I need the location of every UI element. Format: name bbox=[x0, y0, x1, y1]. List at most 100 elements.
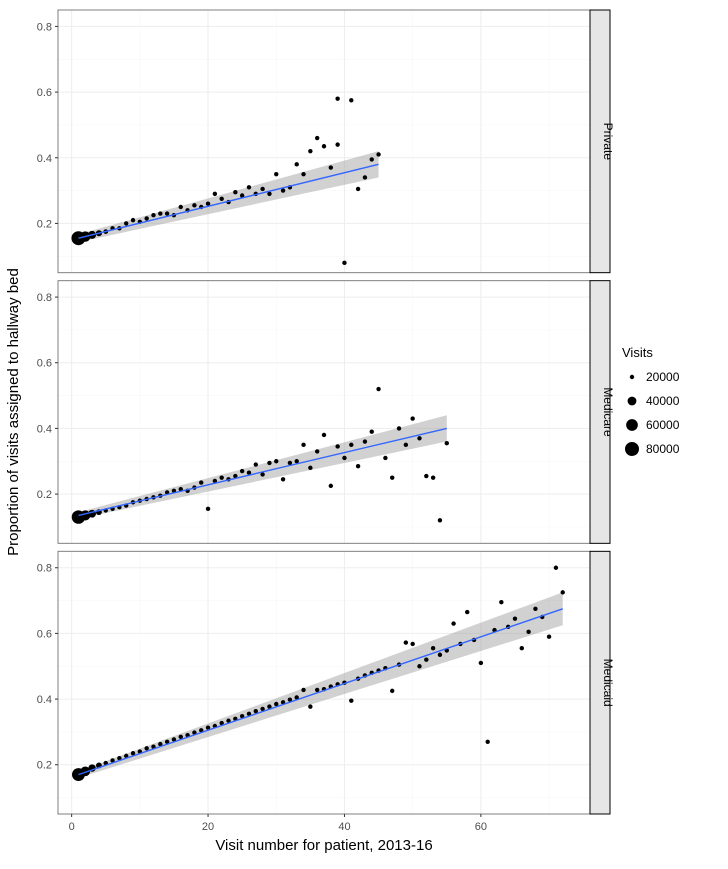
data-point bbox=[131, 218, 135, 222]
data-point bbox=[199, 480, 203, 484]
x-tick-label: 40 bbox=[338, 821, 350, 833]
data-point bbox=[485, 740, 489, 744]
data-point bbox=[260, 187, 264, 191]
legend-label: 20000 bbox=[646, 370, 680, 384]
data-point bbox=[165, 211, 169, 215]
x-axis-title: Visit number for patient, 2013-16 bbox=[215, 837, 432, 854]
data-point bbox=[267, 192, 271, 196]
data-point bbox=[526, 630, 530, 634]
data-point bbox=[179, 205, 183, 209]
data-point bbox=[329, 165, 333, 169]
data-point bbox=[254, 462, 258, 466]
data-point bbox=[308, 704, 312, 708]
y-axis-title: Proportion of visits assigned to hallway… bbox=[5, 268, 22, 556]
data-point bbox=[479, 661, 483, 665]
data-point bbox=[404, 640, 408, 644]
data-point bbox=[438, 653, 442, 657]
data-point bbox=[315, 688, 319, 692]
data-point bbox=[281, 188, 285, 192]
data-point bbox=[431, 475, 435, 479]
data-point bbox=[499, 600, 503, 604]
y-tick-label: 0.4 bbox=[37, 423, 52, 435]
data-point bbox=[315, 449, 319, 453]
data-point bbox=[301, 688, 305, 692]
y-tick-label: 0.8 bbox=[37, 21, 52, 33]
data-point bbox=[144, 216, 148, 220]
y-tick-label: 0.8 bbox=[37, 292, 52, 304]
data-point bbox=[301, 443, 305, 447]
data-point bbox=[158, 211, 162, 215]
data-point bbox=[356, 464, 360, 468]
data-point bbox=[410, 416, 414, 420]
panel-medicare: Medicare0.20.40.60.8 bbox=[37, 281, 615, 544]
legend-title: Visits bbox=[622, 345, 653, 360]
data-point bbox=[438, 518, 442, 522]
data-point bbox=[219, 197, 223, 201]
data-point bbox=[342, 456, 346, 460]
data-point bbox=[370, 430, 374, 434]
data-point bbox=[417, 436, 421, 440]
data-point bbox=[322, 144, 326, 148]
x-tick-label: 20 bbox=[202, 821, 214, 833]
data-point bbox=[329, 484, 333, 488]
chart-root: Private0.20.40.60.8Medicare0.20.40.60.8M… bbox=[0, 0, 728, 864]
data-point bbox=[561, 590, 565, 594]
legend-label: 40000 bbox=[646, 394, 680, 408]
data-point bbox=[151, 213, 155, 217]
data-point bbox=[342, 261, 346, 265]
data-point bbox=[349, 98, 353, 102]
data-point bbox=[349, 699, 353, 703]
data-point bbox=[274, 702, 278, 706]
data-point bbox=[363, 439, 367, 443]
y-tick-label: 0.2 bbox=[37, 218, 52, 230]
data-point bbox=[124, 221, 128, 225]
data-point bbox=[219, 475, 223, 479]
data-point bbox=[376, 152, 380, 156]
data-point bbox=[547, 635, 551, 639]
facet-label: Medicare bbox=[601, 387, 615, 437]
data-point bbox=[274, 172, 278, 176]
data-point bbox=[465, 610, 469, 614]
facet-label: Private bbox=[601, 123, 615, 161]
legend-marker bbox=[625, 442, 639, 456]
y-tick-label: 0.4 bbox=[37, 153, 52, 165]
data-point bbox=[451, 621, 455, 625]
legend-marker bbox=[630, 375, 634, 379]
data-point bbox=[213, 192, 217, 196]
data-point bbox=[424, 474, 428, 478]
data-point bbox=[315, 136, 319, 140]
chart-svg: Private0.20.40.60.8Medicare0.20.40.60.8M… bbox=[0, 0, 728, 864]
data-point bbox=[390, 689, 394, 693]
data-point bbox=[554, 566, 558, 570]
y-tick-label: 0.6 bbox=[37, 628, 52, 640]
legend-label: 80000 bbox=[646, 442, 680, 456]
y-tick-label: 0.2 bbox=[37, 489, 52, 501]
data-point bbox=[233, 190, 237, 194]
data-point bbox=[267, 461, 271, 465]
data-point bbox=[520, 646, 524, 650]
data-point bbox=[417, 664, 421, 668]
data-point bbox=[274, 459, 278, 463]
data-point bbox=[322, 433, 326, 437]
legend-marker bbox=[626, 419, 638, 431]
data-point bbox=[445, 441, 449, 445]
x-tick-label: 0 bbox=[69, 821, 75, 833]
x-tick-label: 60 bbox=[475, 821, 487, 833]
data-point bbox=[247, 185, 251, 189]
y-tick-label: 0.2 bbox=[37, 760, 52, 772]
data-point bbox=[295, 162, 299, 166]
y-tick-label: 0.8 bbox=[37, 563, 52, 575]
data-point bbox=[356, 187, 360, 191]
data-point bbox=[410, 642, 414, 646]
data-point bbox=[513, 616, 517, 620]
data-point bbox=[349, 443, 353, 447]
data-point bbox=[144, 746, 148, 750]
data-point bbox=[376, 387, 380, 391]
data-point bbox=[206, 507, 210, 511]
data-point bbox=[240, 469, 244, 473]
data-point bbox=[281, 477, 285, 481]
data-point bbox=[301, 172, 305, 176]
data-point bbox=[308, 149, 312, 153]
y-tick-label: 0.4 bbox=[37, 694, 52, 706]
panel-medicaid: Medicaid0.20.40.60.80204060 bbox=[37, 551, 615, 833]
